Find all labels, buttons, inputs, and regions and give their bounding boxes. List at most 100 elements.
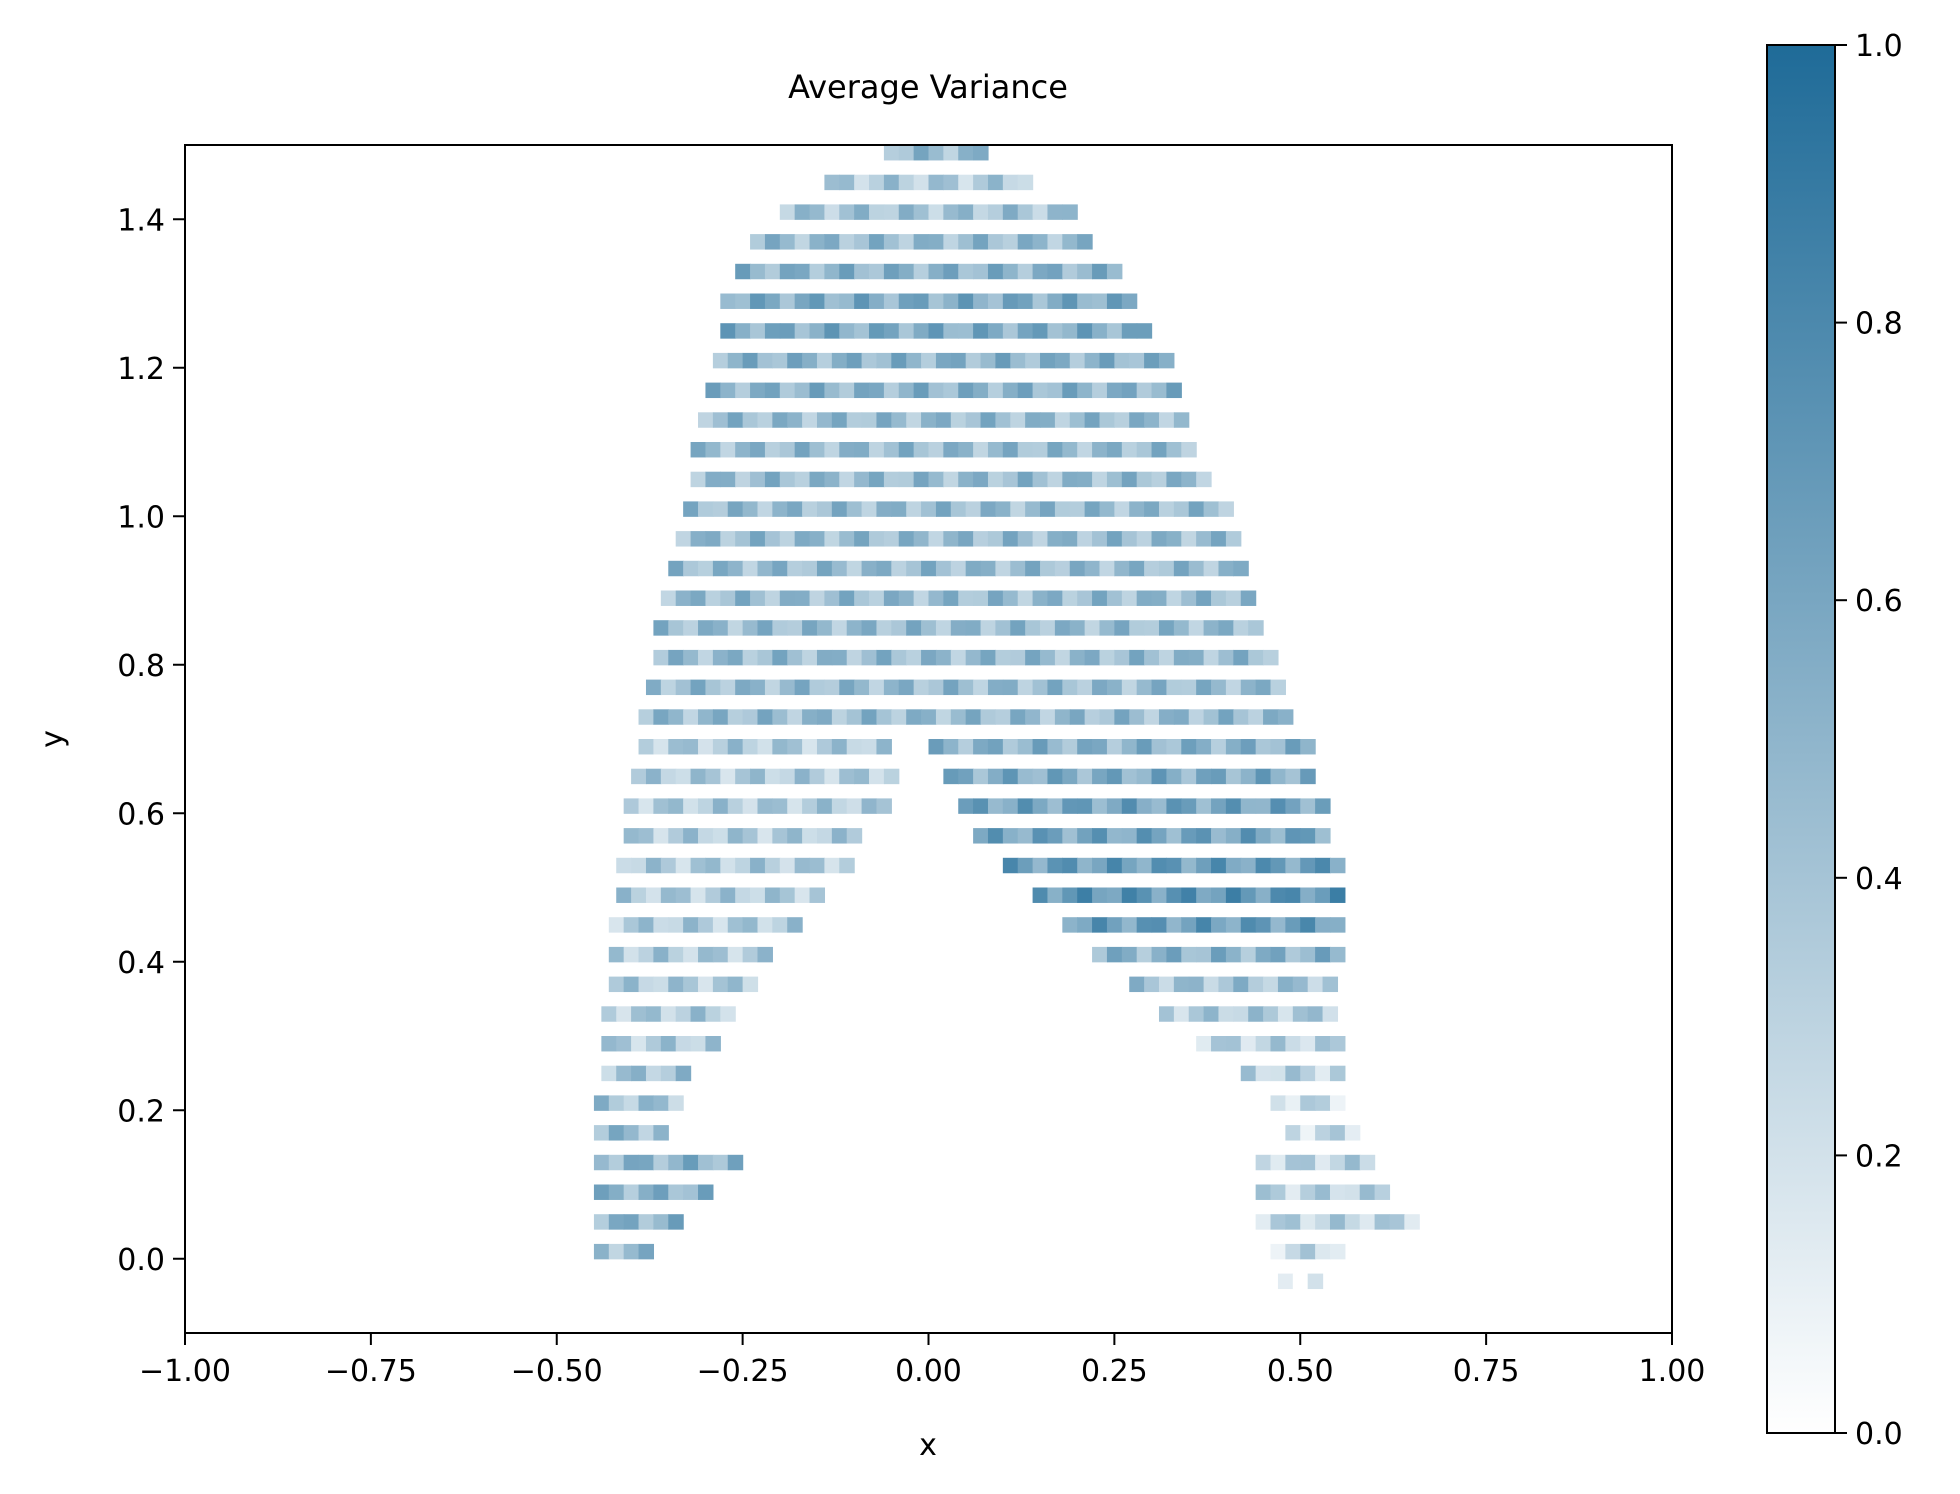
heatmap-cell [854,679,870,696]
heatmap-cell [660,679,677,696]
heatmap-cell [787,560,803,577]
heatmap-cell [750,857,766,874]
y-axis-label: y [35,730,70,748]
heatmap-cell [883,382,900,399]
heatmap-cell [958,471,974,488]
x-tick-label: 0.25 [1081,1354,1148,1389]
heatmap-cell [1047,679,1063,696]
heatmap-cell [750,323,766,339]
heatmap-cell [653,649,669,666]
heatmap-cell [816,352,833,369]
heatmap-cell [1136,590,1153,606]
heatmap-cell [1106,382,1123,399]
heatmap-cell [1277,709,1294,725]
heatmap-cell [995,352,1011,369]
heatmap-cell [1196,739,1212,755]
heatmap-cell [980,560,997,577]
heatmap-cell [1025,709,1041,725]
heatmap-cell [1151,739,1168,755]
heatmap-cell [638,1095,655,1111]
heatmap-cell [1106,293,1123,309]
heatmap-cell [876,412,892,428]
heatmap-cell [1203,1006,1220,1022]
heatmap-cell [794,234,811,250]
heatmap-cell [727,560,744,577]
heatmap-cell [727,798,744,814]
heatmap-cell [1136,679,1153,696]
heatmap-cell [1077,798,1093,814]
heatmap-cell [757,917,773,933]
heatmap-cell [854,471,870,488]
heatmap-cell [668,709,684,725]
heatmap-cell [1270,887,1286,903]
heatmap-cell [854,382,870,399]
heatmap-cell [727,501,744,517]
heatmap-cell [831,501,848,517]
heatmap-cell [973,293,989,309]
heatmap-cell [1248,1006,1264,1022]
heatmap-cell [1017,768,1034,785]
heatmap-cell [943,531,959,547]
heatmap-cell [935,501,952,517]
heatmap-cell [1285,798,1301,814]
heatmap-cell [675,1036,692,1052]
heatmap-cell [1062,857,1078,874]
heatmap-cell [675,1006,692,1022]
heatmap-cell [1032,531,1049,547]
heatmap-cell [1248,620,1264,636]
heatmap-cell [772,501,788,517]
heatmap-cell [1270,917,1286,933]
heatmap-cell [690,590,707,606]
heatmap-cell [809,768,826,785]
heatmap-cell [1129,352,1145,369]
heatmap-cell [839,323,855,339]
heatmap-cell [1077,293,1093,309]
heatmap-cell [1263,976,1279,993]
heatmap-cell [1002,768,1019,785]
heatmap-cell [1054,501,1071,517]
heatmap-cell [1225,531,1242,547]
heatmap-cell [816,709,833,725]
heatmap-cell [824,590,840,606]
heatmap-cell [898,471,915,488]
heatmap-cell [1151,442,1168,458]
heatmap-cell [1092,828,1108,844]
heatmap-cell [638,1125,655,1141]
heatmap-cell [1300,857,1316,874]
heatmap-cell [1144,976,1160,993]
heatmap-cell [1211,857,1227,874]
heatmap-cell [1032,204,1049,220]
heatmap-cell [854,590,870,606]
heatmap-cell [772,828,788,844]
heatmap-cell [1196,887,1212,903]
heatmap-cell [645,768,662,785]
heatmap-cell [987,590,1004,606]
heatmap-cell [965,352,982,369]
heatmap-cell [1077,382,1093,399]
heatmap-cell [698,501,714,517]
heatmap-cell [928,739,944,755]
heatmap-cell [854,768,870,785]
heatmap-cell [712,560,729,577]
heatmap-cell [1263,709,1279,725]
heatmap-cell [750,768,766,785]
heatmap-cell [735,768,751,785]
heatmap-cell [816,412,833,428]
heatmap-cell [928,531,944,547]
heatmap-cell [1047,798,1063,814]
heatmap-cell [1069,352,1086,369]
heatmap-cell [906,352,922,369]
heatmap-cell [608,917,625,933]
heatmap-cell [1032,887,1049,903]
heatmap-cell [653,1214,669,1230]
heatmap-cell [675,768,692,785]
heatmap-cell [1077,739,1093,755]
heatmap-cell [742,352,759,369]
heatmap-cell [1106,531,1123,547]
heatmap-cell [764,531,781,547]
heatmap-cell [1270,1214,1286,1230]
heatmap-cell [690,1006,707,1022]
heatmap-cell [1173,501,1190,517]
heatmap-cell [675,590,692,606]
heatmap-cell [1255,1036,1272,1052]
